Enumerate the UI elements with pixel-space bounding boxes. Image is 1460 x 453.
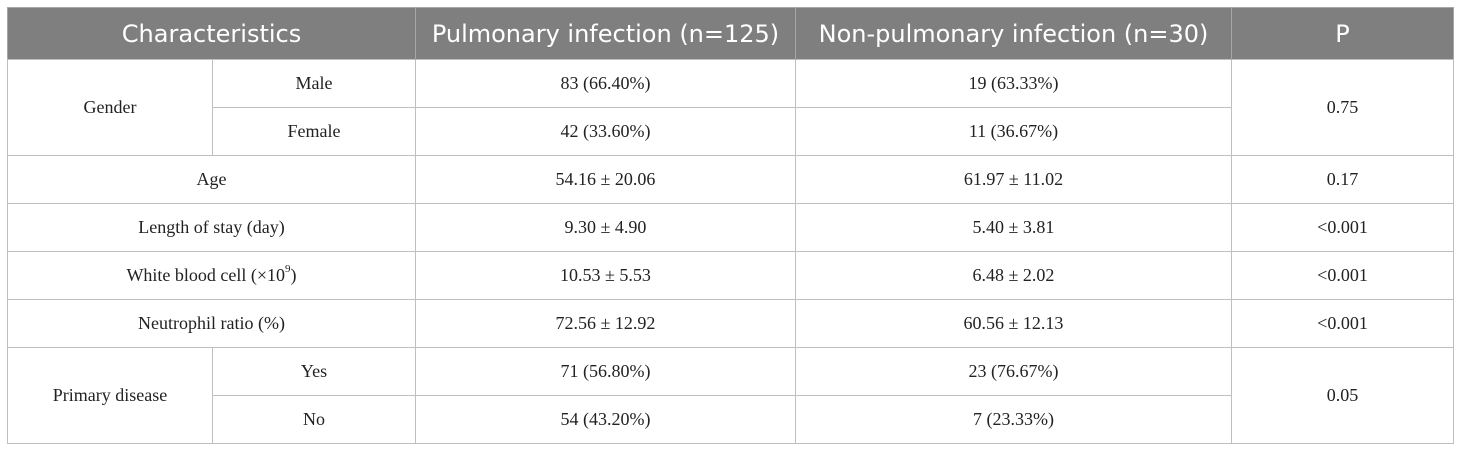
- neutrophil-p: <0.001: [1231, 299, 1454, 348]
- gender-female-non-pulmonary: 11 (36.67%): [795, 107, 1232, 156]
- age-pulmonary: 54.16 ± 20.06: [415, 155, 796, 204]
- wbc-label-main: White blood cell (×10: [126, 265, 286, 285]
- table-container: Characteristics Pulmonary infection (n=1…: [7, 7, 1454, 444]
- wbc-label-sup: 9: [285, 263, 291, 275]
- wbc-p: <0.001: [1231, 251, 1454, 300]
- table-row: Neutrophil ratio (%) 72.56 ± 12.92 60.56…: [7, 299, 1454, 348]
- header-non-pulmonary: Non-pulmonary infection (n=30): [795, 7, 1232, 60]
- neutrophil-label: Neutrophil ratio (%): [7, 299, 416, 348]
- header-characteristics: Characteristics: [7, 7, 416, 60]
- table-row: Length of stay (day) 9.30 ± 4.90 5.40 ± …: [7, 203, 1454, 252]
- wbc-non-pulmonary: 6.48 ± 2.02: [795, 251, 1232, 300]
- table-row: White blood cell (×109) 10.53 ± 5.53 6.4…: [7, 251, 1454, 300]
- wbc-label-end: ): [290, 265, 297, 285]
- age-p: 0.17: [1231, 155, 1454, 204]
- primary-no-non-pulmonary: 7 (23.33%): [795, 395, 1232, 444]
- gender-male-pulmonary: 83 (66.40%): [415, 59, 796, 108]
- gender-p: 0.75: [1231, 59, 1454, 156]
- primary-disease-p: 0.05: [1231, 347, 1454, 444]
- primary-disease-label: Primary disease: [7, 347, 213, 444]
- gender-female-label: Female: [212, 107, 416, 156]
- gender-female-pulmonary: 42 (33.60%): [415, 107, 796, 156]
- gender-male-non-pulmonary: 19 (63.33%): [795, 59, 1232, 108]
- los-non-pulmonary: 5.40 ± 3.81: [795, 203, 1232, 252]
- wbc-pulmonary: 10.53 ± 5.53: [415, 251, 796, 300]
- age-non-pulmonary: 61.97 ± 11.02: [795, 155, 1232, 204]
- wbc-label: White blood cell (×109): [7, 251, 416, 300]
- primary-no-label: No: [212, 395, 416, 444]
- primary-yes-non-pulmonary: 23 (76.67%): [795, 347, 1232, 396]
- los-pulmonary: 9.30 ± 4.90: [415, 203, 796, 252]
- table-row: Age 54.16 ± 20.06 61.97 ± 11.02 0.17: [7, 155, 1454, 204]
- los-p: <0.001: [1231, 203, 1454, 252]
- table-row: Female 42 (33.60%) 11 (36.67%): [8, 107, 1454, 156]
- header-p: P: [1231, 7, 1454, 60]
- primary-no-pulmonary: 54 (43.20%): [415, 395, 796, 444]
- primary-yes-pulmonary: 71 (56.80%): [415, 347, 796, 396]
- primary-yes-label: Yes: [212, 347, 416, 396]
- table-row: No 54 (43.20%) 7 (23.33%): [8, 395, 1454, 444]
- neutrophil-pulmonary: 72.56 ± 12.92: [415, 299, 796, 348]
- neutrophil-non-pulmonary: 60.56 ± 12.13: [795, 299, 1232, 348]
- los-label: Length of stay (day): [7, 203, 416, 252]
- table-row: Primary disease Yes 71 (56.80%) 23 (76.6…: [7, 347, 1454, 444]
- gender-male-label: Male: [212, 59, 416, 108]
- characteristics-table: Characteristics Pulmonary infection (n=1…: [7, 7, 1454, 444]
- age-label: Age: [7, 155, 416, 204]
- table-row: Gender Male 83 (66.40%) 19 (63.33%) 0.75: [7, 59, 1454, 156]
- header-row: Characteristics Pulmonary infection (n=1…: [7, 7, 1454, 60]
- gender-label: Gender: [7, 59, 213, 156]
- header-pulmonary: Pulmonary infection (n=125): [415, 7, 796, 60]
